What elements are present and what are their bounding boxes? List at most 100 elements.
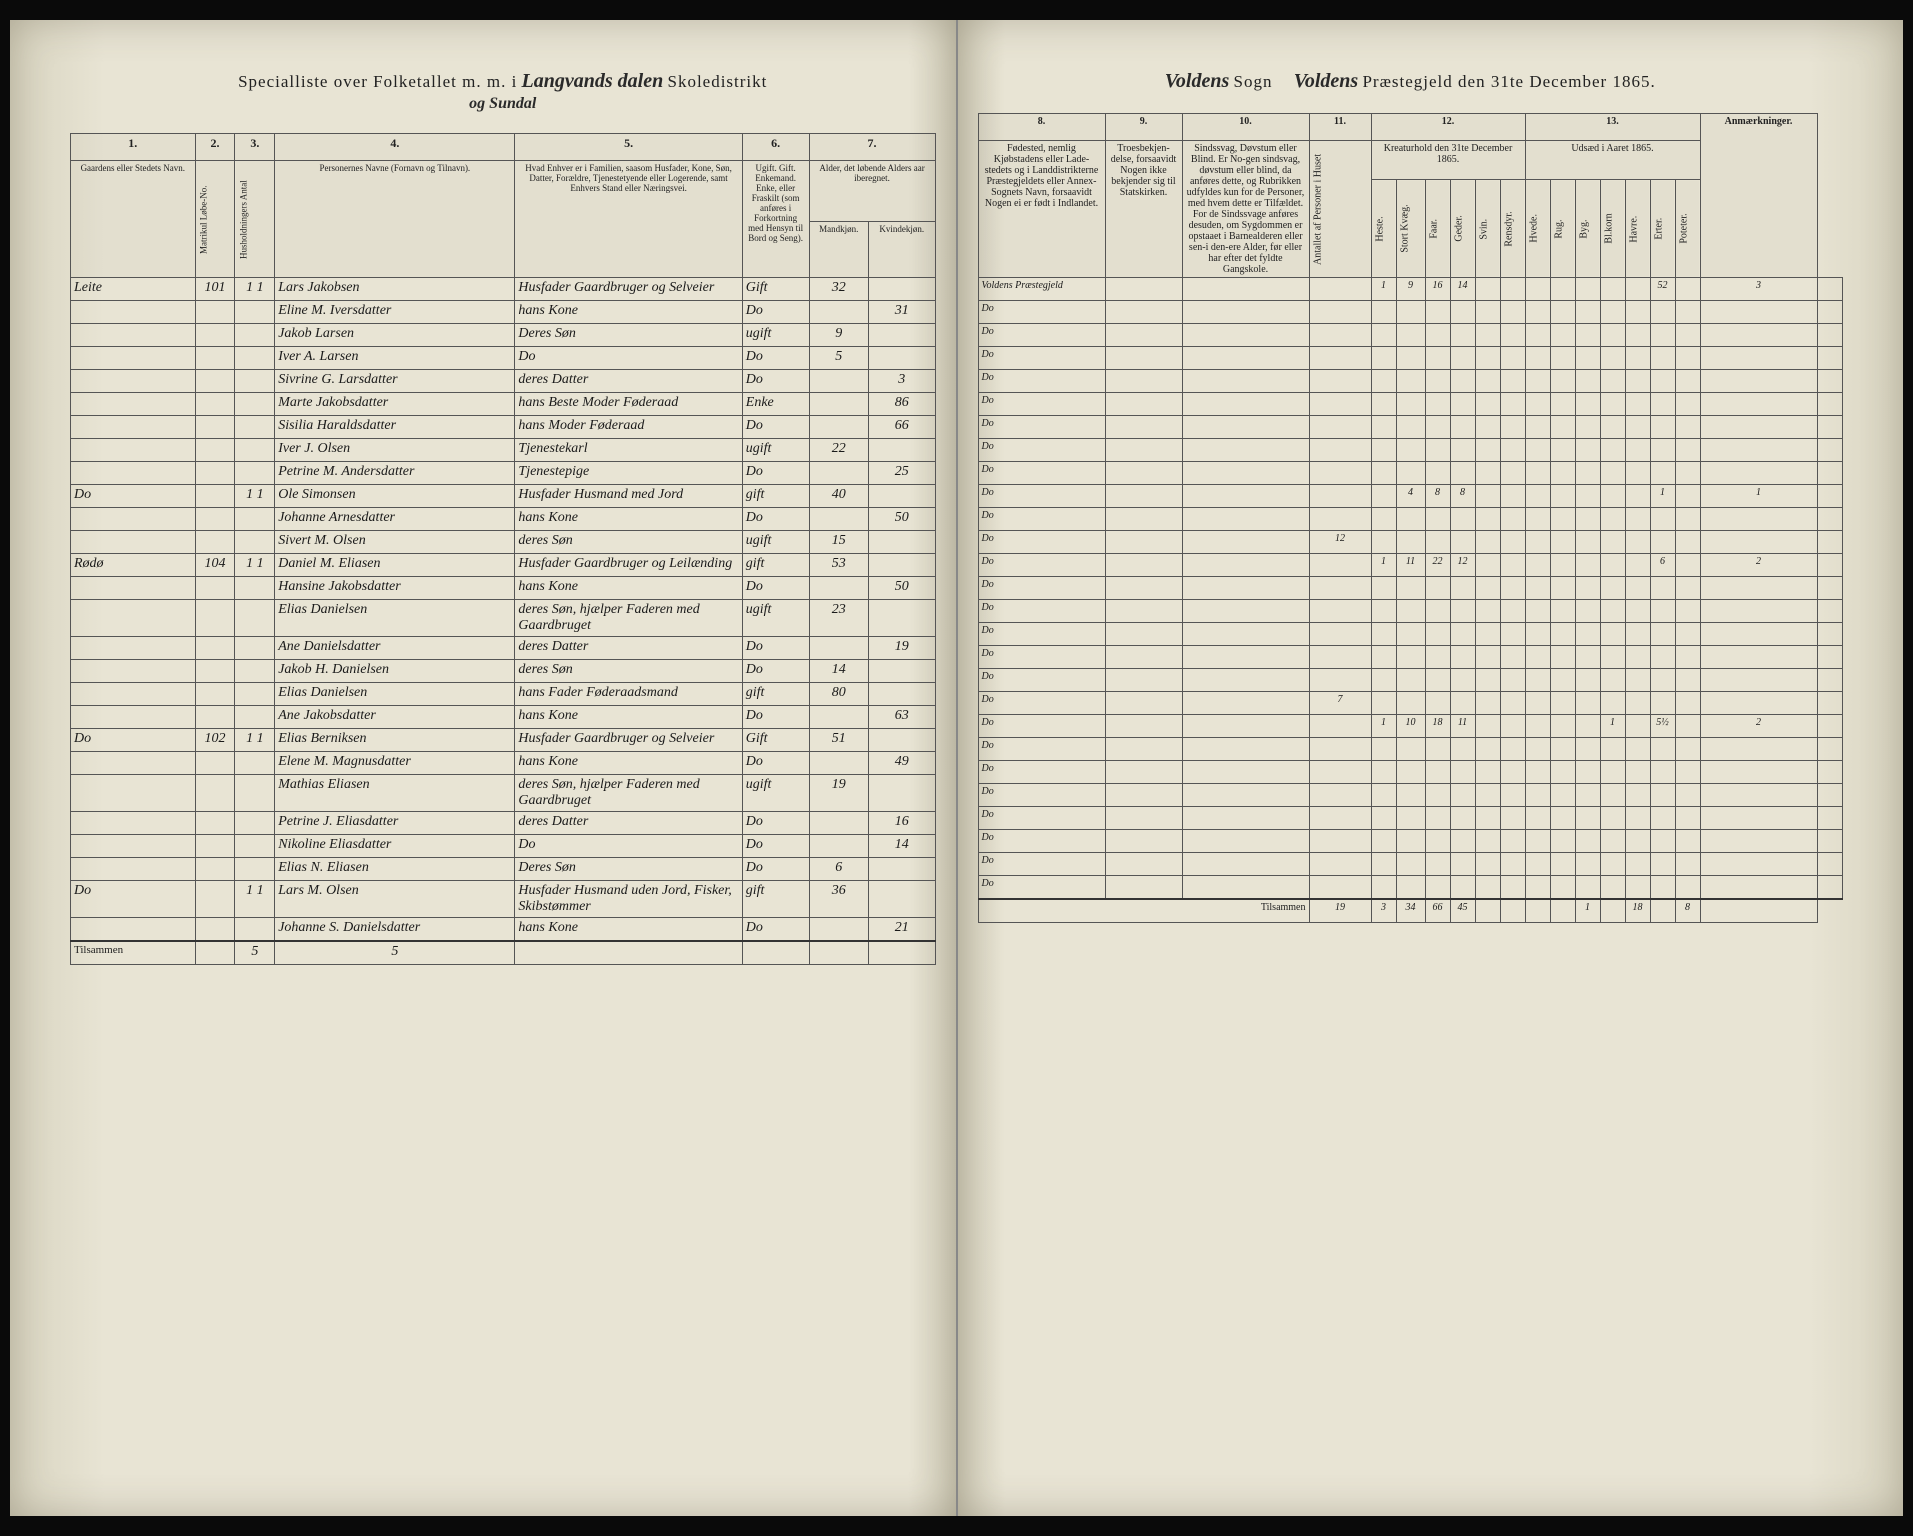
table-row: Elene M. Magnusdatterhans KoneDo49 — [71, 752, 936, 775]
cell-k5 — [1500, 600, 1525, 623]
cell-age-m: 40 — [809, 485, 868, 508]
cell-status: Do — [742, 301, 809, 324]
footer-left-p: 5 — [275, 941, 515, 965]
cell-k2 — [1425, 439, 1450, 462]
cell-k0: 1 — [1371, 554, 1396, 577]
cell-hh — [235, 706, 275, 729]
cell-age-m: 32 — [809, 278, 868, 301]
col9-num: 9. — [1105, 114, 1182, 141]
cell-hh — [235, 835, 275, 858]
cell-age-f: 3 — [868, 370, 935, 393]
cell-c11 — [1309, 347, 1371, 370]
cell-k3 — [1450, 692, 1475, 715]
cell-k5 — [1500, 692, 1525, 715]
cell-status: Do — [742, 347, 809, 370]
col10-num: 10. — [1182, 114, 1309, 141]
cell-u6 — [1700, 853, 1817, 876]
cell-u1 — [1575, 439, 1600, 462]
cell-u1 — [1575, 508, 1600, 531]
cell-k2 — [1425, 830, 1450, 853]
footer-k4 — [1475, 899, 1500, 923]
cell-mat — [195, 706, 235, 729]
cell-k4 — [1475, 715, 1500, 738]
cell-k2 — [1425, 462, 1450, 485]
cell-relig — [1105, 439, 1182, 462]
table-row: Do1 1Lars M. OlsenHusfader Husmand uden … — [71, 881, 936, 918]
cell-rel: deres Søn — [515, 660, 742, 683]
cell-cond — [1182, 485, 1309, 508]
cell-k3 — [1450, 669, 1475, 692]
cell-cond — [1182, 439, 1309, 462]
cell-k2 — [1425, 600, 1450, 623]
cell-name: Lars M. Olsen — [275, 881, 515, 918]
cell-name: Nikoline Eliasdatter — [275, 835, 515, 858]
cell-k3 — [1450, 301, 1475, 324]
cell-age-m: 53 — [809, 554, 868, 577]
cell-birth: Do — [978, 784, 1105, 807]
cell-mat — [195, 462, 235, 485]
cell-k1 — [1396, 784, 1425, 807]
cell-age-m: 23 — [809, 600, 868, 637]
cell-status: gift — [742, 554, 809, 577]
cell-k6 — [1525, 600, 1550, 623]
footer-k1: 34 — [1396, 899, 1425, 923]
cell-age-f — [868, 858, 935, 881]
cell-u6 — [1700, 600, 1817, 623]
cell-status: Enke — [742, 393, 809, 416]
cell-birth: Do — [978, 393, 1105, 416]
cell-k6 — [1525, 646, 1550, 669]
cell-age-m — [809, 706, 868, 729]
cell-u2 — [1600, 324, 1625, 347]
cell-k1 — [1396, 876, 1425, 900]
cell-age-f — [868, 881, 935, 918]
h13c: Byg. — [1575, 180, 1600, 278]
cell-c11 — [1309, 738, 1371, 761]
col9-head: Troesbekjen-delse, forsaavidt Nogen ikke… — [1105, 141, 1182, 278]
cell-relig — [1105, 692, 1182, 715]
cell-rel: deres Søn, hjælper Faderen med Gaardbrug… — [515, 600, 742, 637]
cell-k0 — [1371, 623, 1396, 646]
cell-u3 — [1625, 462, 1650, 485]
cell-k5 — [1500, 853, 1525, 876]
cell-u5 — [1675, 830, 1700, 853]
cell-k1 — [1396, 600, 1425, 623]
cell-anm — [1817, 853, 1843, 876]
cell-k2: 8 — [1425, 485, 1450, 508]
cell-rel: Husfader Husmand med Jord — [515, 485, 742, 508]
cell-gaard: Do — [71, 881, 196, 918]
cell-u5 — [1675, 324, 1700, 347]
cell-mat — [195, 370, 235, 393]
cell-relig — [1105, 508, 1182, 531]
cell-status: Gift — [742, 278, 809, 301]
cell-u6 — [1700, 370, 1817, 393]
cell-c11 — [1309, 830, 1371, 853]
col2a-head: Matrikul Løbe-No. — [195, 161, 235, 278]
cell-k2 — [1425, 416, 1450, 439]
cell-k1 — [1396, 761, 1425, 784]
cell-relig — [1105, 324, 1182, 347]
cell-u4 — [1650, 738, 1675, 761]
cell-name: Ane Jakobsdatter — [275, 706, 515, 729]
cell-rel: hans Kone — [515, 301, 742, 324]
table-row: Do — [978, 646, 1843, 669]
cell-u4 — [1650, 853, 1675, 876]
cell-u3 — [1625, 807, 1650, 830]
cell-k5 — [1500, 301, 1525, 324]
cell-mat: 104 — [195, 554, 235, 577]
cell-age-m: 15 — [809, 531, 868, 554]
cell-gaard — [71, 370, 196, 393]
col8-head: Fødested, nemlig Kjøbstadens eller Lade-… — [978, 141, 1105, 278]
cell-u0 — [1550, 876, 1575, 900]
cell-anm — [1817, 439, 1843, 462]
cell-k5 — [1500, 807, 1525, 830]
cell-k6 — [1525, 370, 1550, 393]
cell-rel: deres Datter — [515, 370, 742, 393]
cell-u6 — [1700, 830, 1817, 853]
table-row: Do1 1Ole SimonsenHusfader Husmand med Jo… — [71, 485, 936, 508]
cell-k3: 14 — [1450, 278, 1475, 301]
cell-anm — [1817, 761, 1843, 784]
cell-u6 — [1700, 738, 1817, 761]
cell-k1 — [1396, 738, 1425, 761]
cell-status: ugift — [742, 531, 809, 554]
footer-right-c11: 19 — [1309, 899, 1371, 923]
